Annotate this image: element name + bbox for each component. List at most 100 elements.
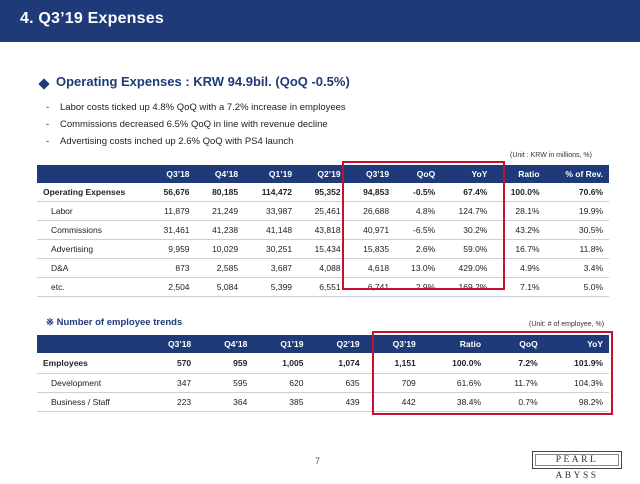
cell: 959 <box>197 353 254 374</box>
cell: 28.1% <box>493 201 546 221</box>
employee-row-development: Development 347 595 620 635 709 61.6% 11… <box>37 373 609 393</box>
cell: 59.0% <box>441 239 494 259</box>
cell: 4,088 <box>298 258 347 278</box>
cell: 11.7% <box>487 373 544 393</box>
cell: 100.0% <box>493 183 546 202</box>
cell: 709 <box>365 373 422 393</box>
cell: 15,434 <box>298 239 347 259</box>
bullet-list: - Labor costs ticked up 4.8% QoQ with a 7… <box>46 99 346 150</box>
opex-highlight-box <box>342 161 505 290</box>
cell: 30.2% <box>441 220 494 240</box>
cell: 439 <box>309 392 366 412</box>
cell: 80,185 <box>195 183 245 202</box>
cell: 21,249 <box>195 201 245 221</box>
cell: 620 <box>253 373 310 393</box>
diamond-bullet-icon <box>38 78 50 90</box>
cell: 16.7% <box>493 239 546 259</box>
cell: 873 <box>147 258 196 278</box>
row-label: Advertising <box>37 239 147 259</box>
row-label: Operating Expenses <box>37 183 147 202</box>
row-label: Business / Staff <box>37 392 141 412</box>
cell: 67.4% <box>441 183 494 202</box>
employee-section-title: ※ Number of employee trends <box>46 317 183 328</box>
employee-header-cell: Q1’19 <box>253 335 310 353</box>
row-label: D&A <box>37 258 147 278</box>
employee-header-cell: QoQ <box>487 335 544 353</box>
cell: 11,879 <box>147 201 196 221</box>
cell: 5,399 <box>244 277 299 297</box>
opex-header-cell: % of Rev. <box>545 165 609 183</box>
row-label: Commissions <box>37 220 147 240</box>
cell: 41,238 <box>195 220 245 240</box>
cell: 98.2% <box>543 392 609 412</box>
cell: 10,029 <box>195 239 245 259</box>
cell: 635 <box>309 373 366 393</box>
cell: 347 <box>141 373 198 393</box>
cell: 70.6% <box>545 183 609 202</box>
opex-header-cell: QoQ <box>395 165 442 183</box>
employee-header-cell: Q2’19 <box>309 335 366 353</box>
opex-header-cell: Q1’19 <box>244 165 299 183</box>
cell: 43.2% <box>493 220 546 240</box>
cell: 15,835 <box>346 239 396 259</box>
employee-unit-note: (Unit: # of employee, %) <box>529 321 605 328</box>
employee-highlight-box <box>372 331 613 415</box>
cell: 4.9% <box>493 258 546 278</box>
opex-table: Q3’18 Q4’18 Q1’19 Q2’19 Q3’19 QoQ YoY Ra… <box>37 165 609 297</box>
cell: 41,148 <box>244 220 299 240</box>
cell: 5.0% <box>545 277 609 297</box>
employee-header-cell: Q3’18 <box>141 335 198 353</box>
employee-header-row: Q3’18 Q4’18 Q1’19 Q2’19 Q3’19 Ratio QoQ … <box>37 335 609 353</box>
opex-header-cell: Q2’19 <box>298 165 347 183</box>
opex-row-etc: etc. 2,504 5,084 5,399 6,551 6,741 2.9% … <box>37 277 609 297</box>
cell: 595 <box>197 373 254 393</box>
cell: 1,074 <box>309 353 366 374</box>
cell: 30,251 <box>244 239 299 259</box>
cell: 100.0% <box>421 353 488 374</box>
cell: 3.4% <box>545 258 609 278</box>
cell: 2,585 <box>195 258 245 278</box>
cell: 114,472 <box>244 183 299 202</box>
employee-header-cell: Q4’18 <box>197 335 254 353</box>
logo-inner-frame <box>535 454 619 466</box>
cell: 38.4% <box>421 392 488 412</box>
opex-row-advertising: Advertising 9,959 10,029 30,251 15,434 1… <box>37 239 609 259</box>
cell: 11.8% <box>545 239 609 259</box>
cell: 4,618 <box>346 258 396 278</box>
row-label: Development <box>37 373 141 393</box>
cell: 124.7% <box>441 201 494 221</box>
cell: 364 <box>197 392 254 412</box>
employee-table: Q3’18 Q4’18 Q1’19 Q2’19 Q3’19 Ratio QoQ … <box>37 335 609 412</box>
cell: 26,688 <box>346 201 396 221</box>
employee-header-cell <box>37 335 141 353</box>
cell: 6,741 <box>346 277 396 297</box>
opex-header-row: Q3’18 Q4’18 Q1’19 Q2’19 Q3’19 QoQ YoY Ra… <box>37 165 609 183</box>
logo-text: PEARL ABYSS <box>555 455 599 481</box>
opex-header-cell <box>37 165 147 183</box>
slide-header: 4. Q3’19 Expenses <box>0 0 640 42</box>
bullet-item: - Commissions decreased 6.5% QoQ in line … <box>46 119 328 130</box>
cell: -0.5% <box>395 183 442 202</box>
cell: 2,504 <box>147 277 196 297</box>
cell: 61.6% <box>421 373 488 393</box>
cell: 19.9% <box>545 201 609 221</box>
row-label: etc. <box>37 277 147 297</box>
cell: 2.9% <box>395 277 442 297</box>
cell: 3,687 <box>244 258 299 278</box>
cell: 43,818 <box>298 220 347 240</box>
cell: 101.9% <box>543 353 609 374</box>
employee-header-cell: Ratio <box>421 335 488 353</box>
cell: 13.0% <box>395 258 442 278</box>
cell: 40,971 <box>346 220 396 240</box>
cell: 5,084 <box>195 277 245 297</box>
cell: 9,959 <box>147 239 196 259</box>
cell: 1,005 <box>253 353 310 374</box>
cell: 0.7% <box>487 392 544 412</box>
cell: 169.2% <box>441 277 494 297</box>
cell: 429.0% <box>441 258 494 278</box>
cell: 223 <box>141 392 198 412</box>
opex-row-commissions: Commissions 31,461 41,238 41,148 43,818 … <box>37 220 609 240</box>
cell: 385 <box>253 392 310 412</box>
cell: 6,551 <box>298 277 347 297</box>
opex-header-cell: Ratio <box>493 165 546 183</box>
